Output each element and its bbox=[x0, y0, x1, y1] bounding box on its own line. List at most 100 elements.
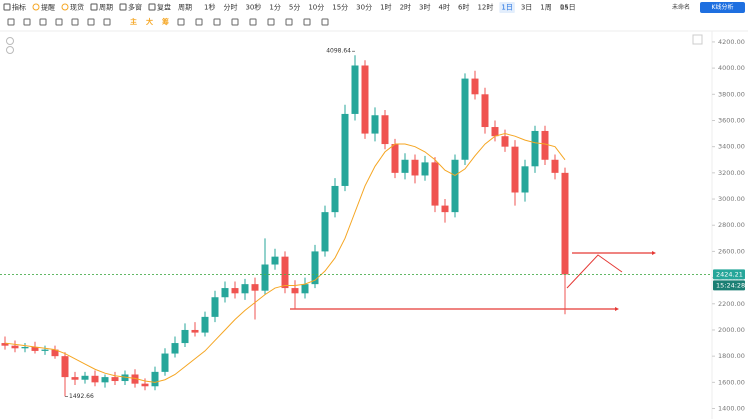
tool-icon[interactable] bbox=[195, 18, 203, 26]
interval-button[interactable]: 3时 bbox=[419, 3, 430, 12]
analysis-button[interactable]: K线分析 bbox=[712, 3, 734, 11]
interval-button[interactable]: 3日 bbox=[521, 4, 532, 12]
candle-body bbox=[541, 130, 549, 160]
candle-body bbox=[181, 329, 189, 344]
tool-button[interactable]: 提醒 bbox=[41, 3, 55, 12]
candle-body bbox=[51, 349, 59, 357]
side-icon[interactable] bbox=[6, 46, 14, 54]
tool-icon[interactable] bbox=[303, 18, 311, 26]
tool-icon[interactable] bbox=[23, 18, 31, 26]
tool-icon[interactable] bbox=[231, 18, 239, 26]
tool-icon[interactable] bbox=[177, 18, 185, 26]
interval-button[interactable]: 1分 bbox=[269, 3, 280, 12]
candle-body bbox=[521, 166, 529, 193]
interval-button[interactable]: 1日 bbox=[501, 4, 512, 12]
interval-button[interactable]: 12时 bbox=[477, 3, 493, 12]
candle-body bbox=[241, 284, 249, 294]
tool-icon[interactable] bbox=[267, 18, 275, 26]
candle-body bbox=[481, 94, 489, 128]
drawing-tag[interactable]: 大 bbox=[146, 17, 153, 26]
interval-button[interactable]: 30分 bbox=[356, 3, 372, 12]
tool-button[interactable]: 周期 bbox=[99, 4, 113, 12]
interval-button[interactable]: 1周 bbox=[540, 4, 551, 12]
y-tick-label: 3600.00 bbox=[718, 116, 745, 124]
interval-button[interactable]: 10分 bbox=[308, 3, 324, 12]
interval-button[interactable]: 1时 bbox=[380, 3, 391, 12]
candle-body bbox=[441, 205, 449, 213]
candle-body bbox=[221, 288, 229, 298]
candle-body bbox=[371, 115, 379, 134]
tool-icon[interactable] bbox=[321, 18, 329, 26]
tool-icon[interactable] bbox=[55, 18, 63, 26]
interval-button[interactable]: 2时 bbox=[400, 3, 411, 12]
candle-body bbox=[11, 345, 19, 349]
interval-button[interactable]: 5分 bbox=[289, 3, 300, 12]
tool-icon[interactable] bbox=[249, 18, 257, 26]
interval-button[interactable]: 15日 bbox=[560, 4, 576, 12]
tool-icon[interactable] bbox=[32, 3, 40, 11]
candle-body bbox=[281, 256, 289, 289]
candle-body bbox=[151, 371, 159, 387]
tool-icon[interactable] bbox=[213, 18, 221, 26]
tool-button[interactable]: 复盘 bbox=[157, 3, 171, 12]
candle-body bbox=[41, 349, 49, 351]
candle-body bbox=[421, 162, 429, 176]
tool-icon[interactable] bbox=[39, 18, 47, 26]
tool-icon[interactable] bbox=[7, 18, 15, 26]
interval-button[interactable]: 1秒 bbox=[204, 3, 215, 12]
y-tick-label: 1400.00 bbox=[718, 405, 745, 413]
tool-icon[interactable] bbox=[61, 3, 69, 11]
tool-icon[interactable] bbox=[148, 3, 156, 11]
y-tick-label: 3800.00 bbox=[718, 90, 745, 98]
tool-icon[interactable] bbox=[90, 3, 98, 11]
countdown: 15:24:28 bbox=[716, 281, 745, 289]
candle-body bbox=[311, 251, 319, 285]
y-tick-label: 2000.00 bbox=[718, 326, 745, 334]
candle-body bbox=[511, 146, 519, 193]
moving-average bbox=[4, 133, 566, 383]
period-dropdown[interactable]: 周期 bbox=[178, 4, 192, 12]
arrow-head bbox=[652, 251, 656, 255]
candle-body bbox=[71, 377, 79, 380]
side-icon[interactable] bbox=[6, 37, 14, 45]
candle-body bbox=[351, 65, 359, 114]
tool-icon[interactable] bbox=[3, 3, 11, 11]
tool-button[interactable]: 多窗 bbox=[128, 3, 142, 12]
fullscreen-icon[interactable] bbox=[692, 34, 703, 45]
layout-name[interactable]: 未命名 bbox=[672, 3, 690, 11]
candle-body bbox=[121, 374, 129, 382]
candle-body bbox=[271, 256, 279, 265]
tool-icon[interactable] bbox=[71, 18, 79, 26]
candle-body bbox=[91, 375, 99, 383]
interval-button[interactable]: 分时 bbox=[223, 3, 237, 12]
candle-body bbox=[171, 343, 179, 354]
candle-body bbox=[381, 115, 389, 145]
y-tick-label: 1800.00 bbox=[718, 352, 745, 360]
tool-icon[interactable] bbox=[87, 18, 95, 26]
drawn-zigzag[interactable] bbox=[566, 254, 623, 289]
y-tick-label: 1600.00 bbox=[718, 378, 745, 386]
drawing-tag[interactable]: 筹 bbox=[162, 17, 169, 26]
candle-body bbox=[491, 127, 499, 137]
candle-body bbox=[81, 375, 89, 380]
tool-icon[interactable] bbox=[285, 18, 293, 26]
y-tick-label: 2200.00 bbox=[718, 300, 745, 308]
candle-body bbox=[301, 284, 309, 294]
interval-button[interactable]: 4时 bbox=[439, 3, 450, 12]
y-tick-label: 4200.00 bbox=[718, 38, 745, 46]
candle-body bbox=[31, 346, 39, 351]
analysis-button-bg[interactable] bbox=[700, 2, 745, 13]
drawing-tag[interactable]: 主 bbox=[130, 17, 137, 26]
tool-button[interactable]: 现货 bbox=[70, 3, 84, 12]
candle-body bbox=[61, 356, 69, 378]
tool-icon[interactable] bbox=[103, 18, 111, 26]
tool-icon[interactable] bbox=[119, 3, 127, 11]
candle-body bbox=[451, 159, 459, 213]
candle-body bbox=[341, 113, 349, 186]
candle-body bbox=[471, 78, 479, 95]
candle-body bbox=[191, 329, 199, 333]
interval-button[interactable]: 15分 bbox=[332, 3, 348, 12]
interval-button[interactable]: 6时 bbox=[458, 3, 469, 12]
tool-button[interactable]: 指标 bbox=[12, 3, 26, 12]
interval-button[interactable]: 30秒 bbox=[245, 3, 261, 12]
